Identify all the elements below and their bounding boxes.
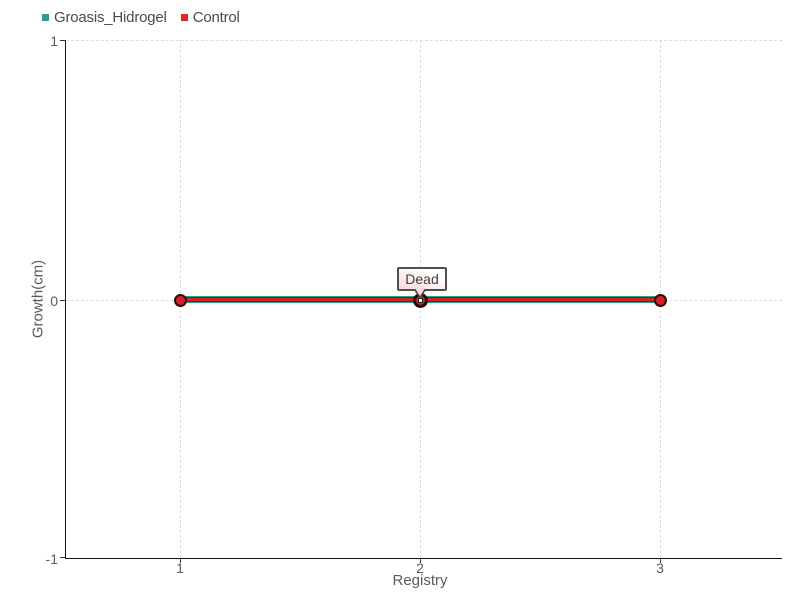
legend-item-control[interactable]: Control: [180, 9, 240, 26]
x-tick-mark: [420, 558, 421, 563]
y-axis-line: [65, 40, 66, 558]
x-tick-label: 3: [656, 560, 664, 576]
y-tick-mark: [60, 40, 65, 41]
y-tick-label: 0: [50, 293, 58, 309]
legend-label: Control: [192, 9, 240, 26]
selected-point-core-icon: [418, 298, 423, 303]
gridline-y1: [66, 40, 782, 41]
x-axis-title: Registry: [392, 572, 448, 589]
x-tick-label: 2: [416, 560, 424, 576]
x-tick-mark: [660, 558, 661, 563]
y-tick-mark: [60, 300, 65, 301]
y-tick-label: 1: [50, 33, 58, 49]
y-axis-title: Growth(cm): [29, 259, 47, 339]
data-point-registry-1[interactable]: [174, 294, 187, 307]
legend-item-groasis-hidrogel[interactable]: Groasis_Hidrogel: [42, 9, 167, 26]
tooltip-arrow-fill-icon: [415, 288, 425, 296]
legend: Groasis_Hidrogel Control: [42, 9, 240, 26]
teal-square-marker-icon: [42, 14, 49, 21]
y-tick-mark: [60, 557, 65, 558]
y-tick-label: -1: [45, 551, 58, 567]
tooltip: Dead: [397, 267, 447, 291]
x-tick-label: 1: [176, 560, 184, 576]
legend-label: Groasis_Hidrogel: [54, 9, 167, 26]
red-square-marker-icon: [180, 14, 188, 21]
x-axis-line: [65, 558, 782, 559]
x-tick-mark: [180, 558, 181, 563]
data-point-registry-3[interactable]: [654, 294, 667, 307]
